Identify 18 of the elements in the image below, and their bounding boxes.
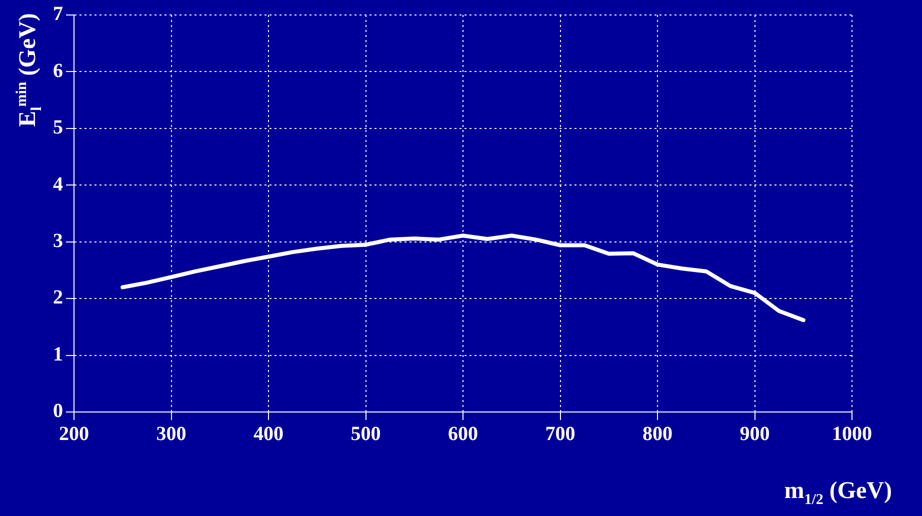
y-tick-label: 5: [53, 116, 63, 139]
x-tick-label: 200: [59, 423, 89, 446]
y-tick-label: 6: [53, 60, 63, 82]
x-tick-label: 600: [448, 423, 478, 446]
y-tick-label: 0: [53, 400, 63, 422]
x-tick-label: 500: [350, 423, 381, 446]
x-tick-label: 1000: [832, 423, 872, 446]
x-tick-label: 400: [254, 423, 284, 446]
x-tick-label: 700: [545, 423, 576, 446]
y-tick-label: 4: [53, 173, 63, 196]
y-tick-label: 7: [53, 3, 63, 26]
x-axis-title: m$_{1/2}$ (GeV): [784, 478, 892, 509]
x-tick-label: 900: [740, 423, 770, 446]
x-tick-label: 800: [642, 423, 672, 446]
x-tick-label: 300: [156, 423, 186, 446]
y-tick-label: 1: [53, 343, 63, 366]
y-tick-label: 3: [53, 230, 63, 252]
y-tick-label: 2: [53, 286, 63, 309]
